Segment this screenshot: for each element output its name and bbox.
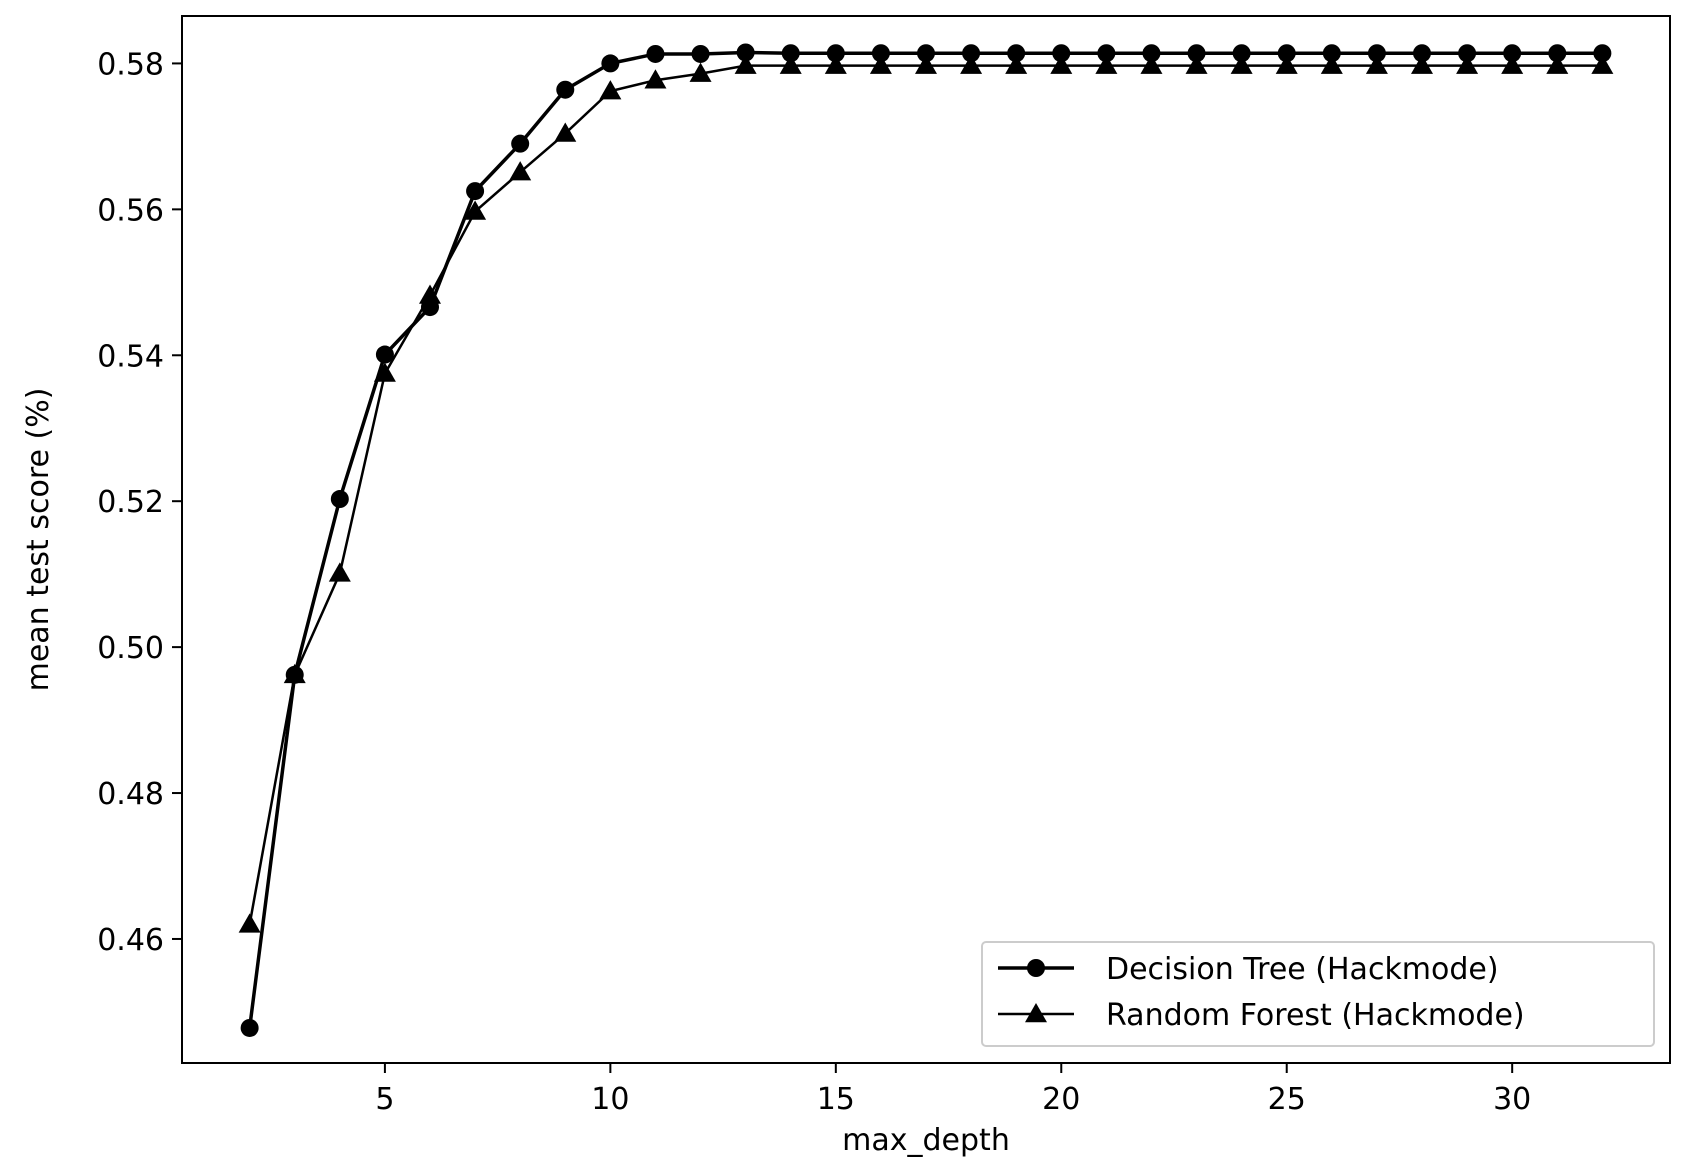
triangle-point: [464, 200, 487, 220]
circle-point: [1142, 44, 1161, 63]
triangle-point: [1411, 54, 1433, 74]
triangle-point: [960, 54, 983, 74]
series-decision-tree: [240, 43, 1612, 1037]
y-axis: 0.46 0.48 0.50 0.52 0.54 0.56 0.58: [97, 47, 182, 958]
triangle-point: [1005, 54, 1028, 74]
triangle-point: [554, 122, 577, 142]
circle-point: [781, 44, 800, 63]
circle-point: [466, 182, 485, 201]
triangle-point: [689, 62, 712, 82]
triangle-point: [1050, 54, 1073, 74]
x-tick-label: 20: [1042, 1082, 1080, 1117]
legend-triangle-marker: [1025, 1003, 1047, 1023]
triangle-point: [915, 54, 937, 74]
y-tick-label: 0.54: [97, 339, 164, 374]
legend-label: Random Forest (Hackmode): [1106, 998, 1525, 1033]
x-tick-label: 5: [375, 1082, 394, 1117]
triangle-point: [419, 284, 441, 304]
series-line: [247, 50, 1603, 1029]
x-tick-label: 30: [1493, 1082, 1531, 1117]
circle-point: [962, 44, 981, 63]
circle-point: [871, 44, 890, 63]
circle-point: [1503, 44, 1522, 63]
y-tick-label: 0.48: [97, 777, 164, 812]
x-axis: 5 10 15 20 25 30: [375, 1063, 1531, 1117]
circle-point: [1232, 44, 1251, 63]
circle-point: [375, 345, 394, 364]
triangle-point: [1185, 54, 1208, 74]
circle-point: [1322, 44, 1341, 63]
triangle-point: [779, 54, 802, 74]
circle-point: [646, 44, 665, 63]
circle-point: [1187, 44, 1206, 63]
chart-marks: [238, 43, 1614, 1037]
legend-item: Random Forest (Hackmode): [998, 998, 1525, 1033]
triangle-point: [1095, 54, 1118, 74]
y-tick-label: 0.46: [97, 923, 164, 958]
circle-point: [1458, 44, 1477, 63]
circle-point: [330, 490, 349, 509]
circle-point: [601, 54, 620, 73]
y-tick-label: 0.56: [97, 193, 164, 228]
triangle-point: [1365, 54, 1388, 74]
circle-point: [1052, 44, 1071, 63]
y-axis-title: mean test score (%): [21, 388, 56, 692]
triangle-point: [283, 663, 306, 684]
circle-point: [736, 43, 755, 62]
triangle-point: [328, 562, 351, 582]
triangle-point: [869, 54, 892, 74]
triangle-point: [373, 362, 396, 382]
triangle-point: [824, 54, 847, 74]
triangle-point: [1140, 54, 1163, 74]
circle-point: [240, 1018, 259, 1037]
triangle-point: [599, 80, 622, 100]
circle-point: [1097, 44, 1116, 63]
y-tick-label: 0.58: [97, 47, 164, 82]
x-tick-label: 25: [1268, 1082, 1306, 1117]
x-axis-title: max_depth: [842, 1123, 1010, 1158]
circle-point: [1367, 44, 1386, 63]
triangle-point: [1275, 54, 1298, 74]
series-line: [248, 64, 1603, 925]
legend-label: Decision Tree (Hackmode): [1106, 952, 1499, 987]
y-tick-label: 0.50: [97, 631, 164, 666]
circle-point: [1548, 44, 1567, 63]
legend-circle-marker: [1027, 959, 1045, 977]
y-tick-label: 0.52: [97, 485, 164, 520]
legend-item: Decision Tree (Hackmode): [998, 952, 1499, 987]
triangle-point: [1501, 54, 1524, 74]
triangle-point: [1320, 54, 1343, 74]
legend: Decision Tree (Hackmode) Random Forest (H…: [981, 941, 1655, 1047]
circle-point: [1413, 44, 1431, 63]
circle-point: [917, 44, 935, 63]
triangle-point: [509, 161, 532, 181]
x-tick-label: 15: [817, 1082, 855, 1117]
circle-point: [511, 134, 530, 153]
plot-frame: [181, 15, 1671, 1064]
triangle-point: [1546, 54, 1569, 74]
series-random-forest: [238, 54, 1614, 933]
circle-point: [1007, 44, 1026, 63]
x-tick-label: 10: [591, 1082, 629, 1117]
circle-point: [826, 44, 845, 63]
triangle-point: [238, 913, 261, 933]
triangle-point: [1456, 54, 1479, 74]
circle-point: [691, 44, 710, 63]
triangle-point: [1591, 54, 1614, 74]
triangle-point: [734, 54, 757, 74]
triangle-point: [644, 69, 667, 89]
triangle-point: [1230, 54, 1253, 74]
circle-point: [1593, 44, 1612, 63]
legend-box: [981, 941, 1655, 1047]
circle-point: [556, 80, 575, 99]
circle-point: [1277, 44, 1296, 63]
